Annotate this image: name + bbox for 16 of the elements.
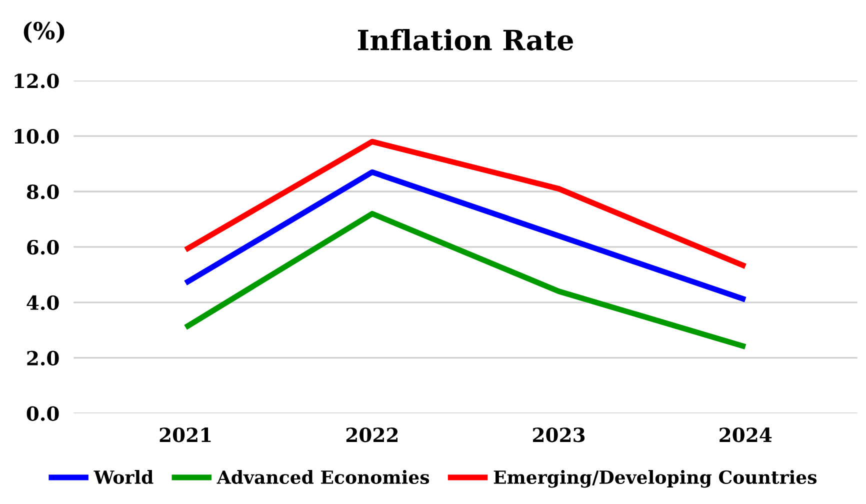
x-tick-label: 2022	[346, 428, 398, 442]
y-tick-label: 6.0	[27, 240, 59, 255]
chart-title: Inflation Rate	[358, 28, 574, 50]
legend-label: Emerging/Developing Countries	[494, 470, 817, 488]
x-tick-label: 2021	[160, 428, 211, 442]
y-axis-title: (%)	[24, 21, 64, 43]
y-tick-label: 2.0	[27, 350, 59, 366]
y-tick-label: 8.0	[26, 184, 59, 200]
x-tick-label: 2024	[720, 428, 772, 442]
y-tick-label: 12.0	[14, 74, 59, 88]
x-tick-label: 2023	[533, 428, 585, 442]
y-tick-label: 10.0	[14, 129, 59, 144]
legend-label: Advanced Economies	[216, 470, 430, 484]
y-tick-label: 0.0	[26, 406, 59, 421]
y-tick-label: 4.0	[26, 295, 59, 310]
legend-label: World	[94, 470, 154, 484]
